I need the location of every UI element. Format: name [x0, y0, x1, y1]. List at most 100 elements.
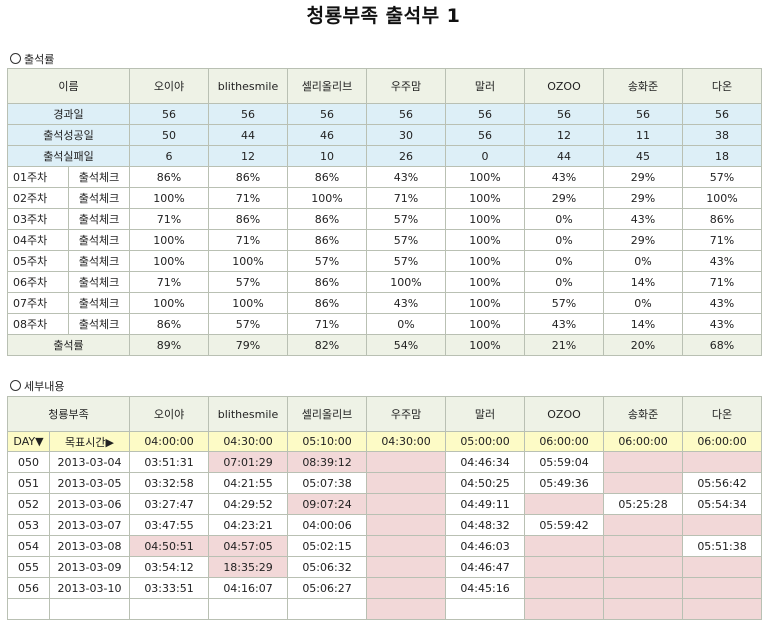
attendance-check-label: 출석체크 [68, 313, 130, 335]
check-in-time: 04:45:16 [445, 577, 526, 599]
weekly-percent: 14% [603, 271, 683, 293]
check-in-time: 05:54:34 [682, 493, 763, 515]
check-in-time [366, 472, 447, 494]
weekly-percent: 29% [603, 187, 683, 209]
check-in-time: 03:27:47 [129, 493, 210, 515]
weekly-percent: 100% [445, 208, 525, 230]
summary-row: 경과일 56 56 56 56 56 56 56 56 [7, 103, 762, 125]
check-in-time [208, 598, 289, 620]
date-cell: 2013-03-09 [48, 556, 131, 578]
weekly-percent: 100% [682, 187, 762, 209]
date-cell: 2013-03-07 [48, 514, 131, 536]
check-in-time: 05:59:04 [524, 451, 605, 473]
weekly-percent: 43% [682, 313, 762, 335]
check-in-time [445, 598, 526, 620]
date-cell: 2013-03-04 [48, 451, 131, 473]
day-number: 051 [7, 472, 50, 494]
day-number [7, 598, 50, 620]
detail-row: 052 2013-03-06 03:27:47 04:29:52 09:07:24 04:… [7, 493, 763, 515]
weekly-percent: 100% [129, 250, 209, 272]
weekly-percent: 29% [603, 166, 683, 188]
member-name-header: 셀리올리브 [287, 396, 368, 432]
weekly-percent: 71% [208, 229, 288, 251]
weekly-percent: 86% [287, 292, 367, 314]
summary-value: 12 [208, 145, 288, 167]
target-time: 04:00:00 [129, 431, 210, 452]
weekly-percent: 86% [208, 166, 288, 188]
detail-row: 050 2013-03-04 03:51:31 07:01:29 08:39:12 04:… [7, 451, 763, 473]
check-in-time: 05:59:42 [524, 514, 605, 536]
check-in-time [603, 598, 684, 620]
weekly-percent: 86% [287, 271, 367, 293]
weekly-percent: 57% [682, 166, 762, 188]
rate-value: 100% [445, 334, 525, 356]
weekly-percent: 71% [682, 271, 762, 293]
check-in-time: 04:57:05 [208, 535, 289, 557]
check-in-time [366, 493, 447, 515]
check-in-time: 18:35:29 [208, 556, 289, 578]
member-name-header: 말러 [445, 396, 526, 432]
summary-value: 56 [366, 103, 446, 125]
weekly-percent: 0% [524, 250, 604, 272]
attendance-detail-table: 청룡부족 오이야 blithesmile 셀리올리브 우주맘 말러 OZOO 송화준 다온 DAY… [6, 396, 763, 620]
member-name-header: blithesmile [208, 396, 289, 432]
weekly-percent: 57% [208, 313, 288, 335]
section-attendance-rate: 출석률 [10, 51, 54, 67]
check-in-time [603, 535, 684, 557]
date-cell: 2013-03-10 [48, 577, 131, 599]
member-name-header: 말러 [445, 68, 525, 104]
rate-label: 출석률 [7, 334, 130, 356]
detail-row [7, 598, 763, 620]
member-name-header: OZOO [524, 68, 604, 104]
header-name-label: 이름 [7, 68, 130, 104]
check-in-time: 03:54:12 [129, 556, 210, 578]
date-cell: 2013-03-08 [48, 535, 131, 557]
attendance-check-label: 출석체크 [68, 208, 130, 230]
summary-value: 56 [524, 103, 604, 125]
weekly-percent: 43% [524, 166, 604, 188]
check-in-time: 03:32:58 [129, 472, 210, 494]
summary-value: 56 [445, 103, 525, 125]
day-number: 056 [7, 577, 50, 599]
member-name-header: 다온 [682, 396, 763, 432]
weekly-percent: 86% [208, 208, 288, 230]
weekly-percent: 100% [129, 187, 209, 209]
week-label: 08주차 [7, 313, 69, 335]
target-time-row: DAY▼ 목표시간▶ 04:00:00 04:30:00 05:10:00 04:30:0… [7, 431, 763, 452]
week-label: 02주차 [7, 187, 69, 209]
target-time: 04:30:00 [208, 431, 289, 452]
check-in-time [366, 598, 447, 620]
weekly-percent: 100% [445, 229, 525, 251]
rate-value: 79% [208, 334, 288, 356]
member-name-header: 우주맘 [366, 396, 447, 432]
weekly-percent: 43% [524, 313, 604, 335]
check-in-time [524, 577, 605, 599]
weekly-percent: 71% [287, 313, 367, 335]
summary-value: 56 [129, 103, 209, 125]
date-cell [48, 598, 131, 620]
check-in-time [603, 556, 684, 578]
summary-row-label: 출석실패일 [7, 145, 130, 167]
page-title: 청룡부족 출석부 1 [306, 5, 461, 27]
weekly-percent: 0% [524, 271, 604, 293]
check-in-time [603, 472, 684, 494]
weekly-percent: 100% [445, 271, 525, 293]
rate-row: 출석률 89% 79% 82% 54% 100% 21% 20% 68% [7, 334, 762, 356]
weekly-row: 05주차 출석체크 100% 100% 57% 57% 100% 0% 0% 43% [7, 250, 762, 272]
weekly-percent: 100% [129, 229, 209, 251]
rate-value: 68% [682, 334, 762, 356]
weekly-percent: 71% [208, 187, 288, 209]
check-in-time [524, 556, 605, 578]
check-in-time [682, 577, 763, 599]
detail-row: 054 2013-03-08 04:50:51 04:57:05 05:02:15 04:… [7, 535, 763, 557]
target-time: 06:00:00 [524, 431, 605, 452]
table-header-row: 이름 오이야 blithesmile 셀리올리브 우주맘 말러 OZOO 송화준 다온 [7, 68, 762, 104]
week-label: 01주차 [7, 166, 69, 188]
weekly-percent: 57% [287, 250, 367, 272]
summary-value: 56 [603, 103, 683, 125]
weekly-percent: 43% [682, 250, 762, 272]
weekly-percent: 71% [129, 208, 209, 230]
weekly-percent: 100% [445, 166, 525, 188]
weekly-percent: 100% [445, 187, 525, 209]
summary-value: 56 [208, 103, 288, 125]
